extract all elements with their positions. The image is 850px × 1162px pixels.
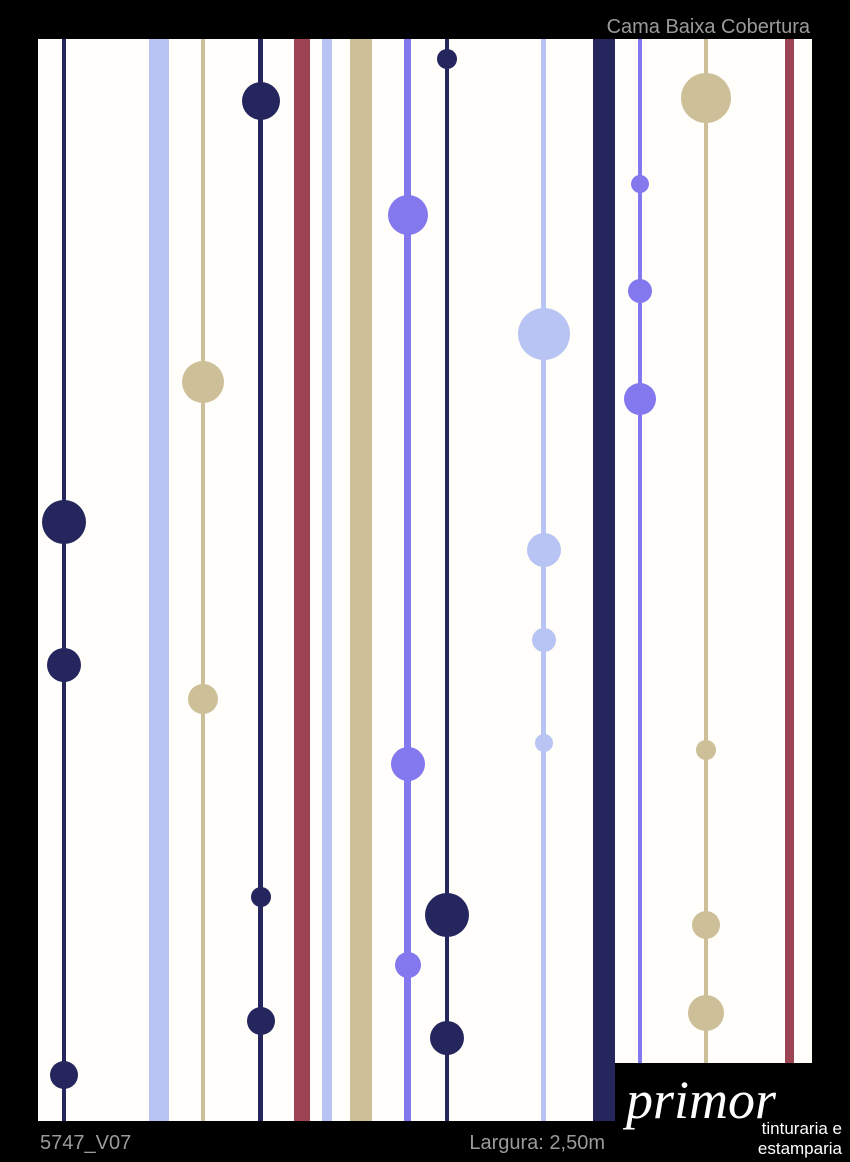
- dot: [188, 684, 218, 714]
- stripe: [149, 39, 169, 1121]
- lightblue-dots: [518, 308, 570, 752]
- fabric-width: Largura: 2,50m: [469, 1132, 605, 1154]
- navy-dots: [42, 49, 469, 1089]
- tan-dots: [182, 73, 731, 1031]
- logo-name: primor: [622, 1070, 777, 1130]
- logo-line: estamparia: [758, 1139, 843, 1158]
- dot: [425, 893, 469, 937]
- stripe: [704, 39, 708, 1121]
- purple-dots: [388, 175, 656, 978]
- dot: [388, 195, 428, 235]
- design-code: 5747_V07: [40, 1132, 131, 1154]
- logo-line: tinturaria e: [762, 1119, 842, 1138]
- dot: [518, 308, 570, 360]
- dot: [47, 648, 81, 682]
- stripe: [322, 39, 332, 1121]
- dot: [42, 500, 86, 544]
- stripe: [201, 39, 205, 1121]
- dot: [430, 1021, 464, 1055]
- dot: [251, 887, 271, 907]
- dot: [527, 533, 561, 567]
- dot: [532, 628, 556, 652]
- logo-box: [615, 1063, 850, 1162]
- stripe: [445, 39, 449, 1121]
- stripe: [638, 39, 642, 1121]
- dot: [391, 747, 425, 781]
- dot: [437, 49, 457, 69]
- title: Cama Baixa Cobertura: [607, 16, 811, 38]
- stripe: [593, 39, 615, 1121]
- dot: [247, 1007, 275, 1035]
- stripe: [785, 39, 794, 1121]
- stripe: [541, 39, 546, 1121]
- dot: [631, 175, 649, 193]
- dot: [50, 1061, 78, 1089]
- dot: [182, 361, 224, 403]
- dot: [535, 734, 553, 752]
- dot: [395, 952, 421, 978]
- dot: [688, 995, 724, 1031]
- stripe: [350, 39, 372, 1121]
- dot: [624, 383, 656, 415]
- stripe: [62, 39, 66, 1121]
- dot: [696, 740, 716, 760]
- dot: [242, 82, 280, 120]
- stripe: [258, 39, 263, 1121]
- dot: [681, 73, 731, 123]
- dot: [692, 911, 720, 939]
- dot: [628, 279, 652, 303]
- stripe: [294, 39, 310, 1121]
- stripes: [62, 39, 794, 1121]
- stripe: [404, 39, 411, 1121]
